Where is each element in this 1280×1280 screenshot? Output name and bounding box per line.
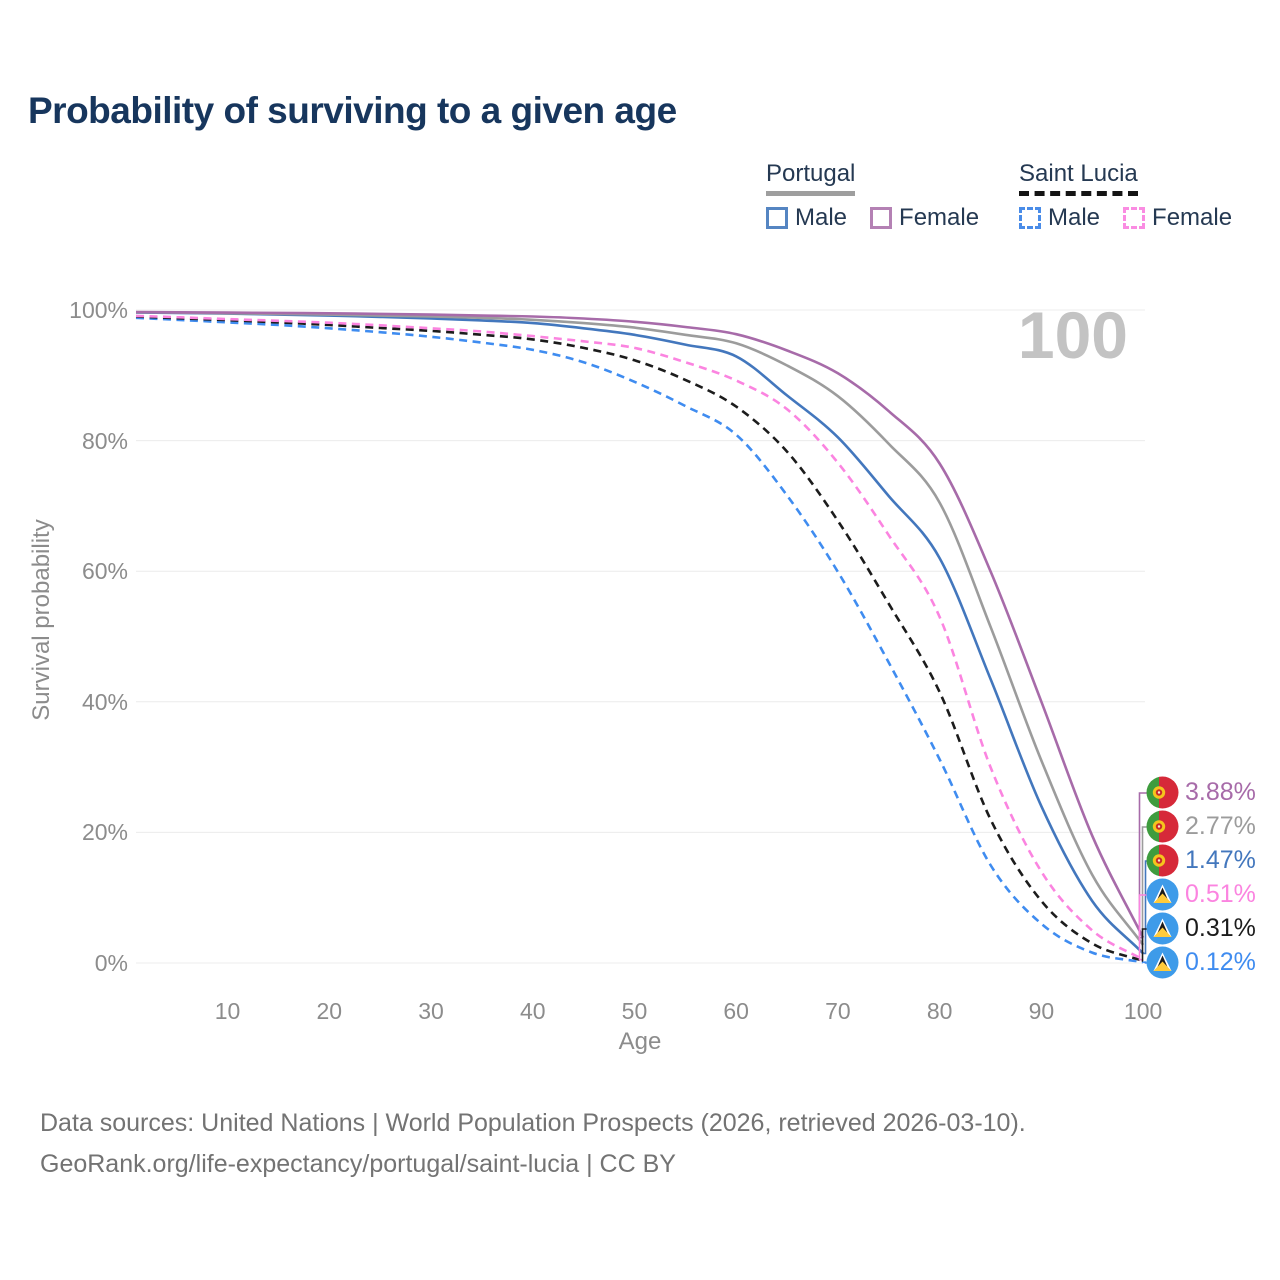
y-tick-label: 60%: [81, 558, 128, 585]
y-tick-label: 80%: [81, 427, 128, 454]
end-label-value: 3.88%: [1185, 778, 1256, 806]
x-tick-label: 80: [926, 998, 953, 1024]
end-label-connector: [1141, 928, 1150, 962]
end-label-connector: [1138, 792, 1150, 939]
x-tick-label: 40: [519, 998, 546, 1024]
legend-item-label: Female: [899, 204, 980, 231]
end-label-portugal-0: 3.88%: [1146, 776, 1256, 809]
y-tick-label: 100%: [69, 297, 128, 323]
end-label-value: 0.12%: [1185, 948, 1256, 976]
footer: Data sources: United Nations | World Pop…: [40, 1103, 1026, 1185]
series-line-saint-lucia-male[interactable]: [135, 316, 1144, 964]
portugal-flag-icon: [1146, 776, 1179, 809]
legend-item-portugal-male[interactable]: Male: [766, 204, 847, 232]
y-tick-label: 20%: [81, 819, 128, 846]
legend-item-label: Male: [795, 204, 848, 231]
legend-item-saint-lucia-female[interactable]: Female: [1123, 204, 1232, 232]
y-tick-label: 40%: [81, 688, 128, 715]
x-tick-label: 90: [1028, 998, 1055, 1024]
portugal-flag-icon: [1146, 810, 1179, 843]
series-line-portugal-both-sexes[interactable]: [135, 311, 1145, 946]
age-watermark: 100: [1017, 298, 1128, 372]
end-label-value: 0.31%: [1185, 914, 1256, 942]
legend-swatch-portugal-male[interactable]: [766, 207, 788, 229]
legend-item-portugal-female[interactable]: Female: [870, 204, 979, 232]
y-axis-label: Survival probability: [28, 519, 55, 721]
end-label-saint-lucia-3: 0.51%: [1146, 878, 1256, 911]
end-label-saint-lucia-4: 0.31%: [1146, 912, 1256, 945]
end-label-value: 1.47%: [1185, 846, 1256, 874]
y-tick-label: 0%: [94, 950, 128, 976]
end-label-value: 0.51%: [1185, 880, 1256, 908]
page-title: Probability of surviving to a given age: [28, 90, 677, 131]
saint-lucia-flag-icon: [1146, 912, 1179, 945]
legend-item-label: Female: [1152, 204, 1233, 231]
end-label-portugal-2: 1.47%: [1146, 844, 1256, 877]
saint-lucia-flag-icon: [1146, 946, 1179, 979]
end-label-portugal-1: 2.77%: [1146, 810, 1256, 843]
portugal-flag-icon: [1146, 844, 1179, 877]
x-axis-label: Age: [618, 1028, 662, 1055]
legend-swatch-portugal-female[interactable]: [870, 207, 893, 229]
legend-group-portugal: Portugal Male Female: [766, 160, 1002, 232]
legend-swatch-saint-lucia-male[interactable]: [1019, 207, 1041, 229]
legend-item-saint-lucia-male[interactable]: Male: [1019, 204, 1100, 232]
footer-sources-line: Data sources: United Nations | World Pop…: [40, 1109, 1026, 1137]
legend-group-saint-lucia: Saint Lucia Male Female: [1019, 160, 1255, 232]
x-tick-label: 10: [214, 998, 241, 1024]
saint-lucia-flag-icon: [1146, 878, 1179, 911]
x-tick-label: 70: [825, 998, 851, 1024]
legend-swatch-saint-lucia-female[interactable]: [1123, 207, 1146, 229]
x-tick-label: 20: [316, 998, 343, 1024]
end-label-connector: [1138, 894, 1150, 961]
series-line-saint-lucia-female[interactable]: [135, 314, 1144, 961]
legend-item-label: Male: [1048, 204, 1101, 231]
legend-country-portugal[interactable]: Portugal: [766, 160, 856, 196]
end-label-saint-lucia-5: 0.12%: [1146, 946, 1256, 979]
footer-link-line: GeoRank.org/life-expectancy/portugal/sai…: [40, 1150, 676, 1178]
x-tick-label: 30: [418, 998, 444, 1024]
x-tick-label: 100: [1123, 998, 1163, 1024]
x-tick-label: 50: [621, 998, 648, 1024]
legend-country-saint-lucia[interactable]: Saint Lucia: [1019, 160, 1138, 196]
x-tick-label: 60: [723, 998, 749, 1024]
series-line-saint-lucia-both-sexes[interactable]: [135, 315, 1144, 963]
series-line-portugal-female[interactable]: [135, 310, 1145, 939]
end-label-value: 2.77%: [1185, 812, 1256, 840]
